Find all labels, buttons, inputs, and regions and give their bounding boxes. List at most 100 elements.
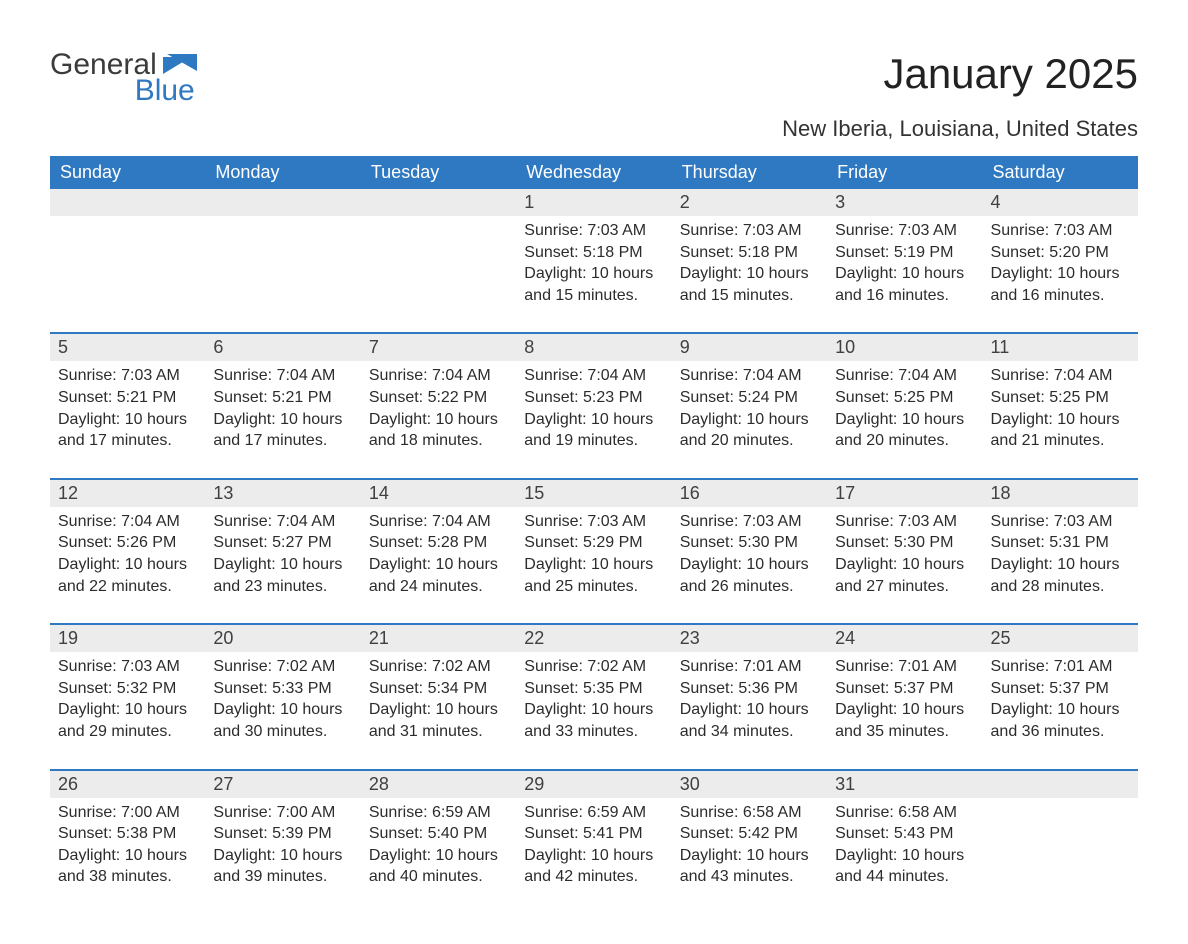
sunset-line-label: Sunset: bbox=[835, 680, 889, 697]
day-number: 13 bbox=[205, 480, 360, 507]
sunrise-line-label: Sunrise: bbox=[680, 513, 739, 530]
daylight-line-label: Daylight: bbox=[213, 411, 275, 428]
day-sun-info: Sunrise: 7:03 AMSunset: 5:30 PMDaylight:… bbox=[827, 507, 982, 597]
sunrise-line-label: Sunrise: bbox=[680, 367, 739, 384]
day-number: . bbox=[983, 771, 1138, 798]
daylight-line: Daylight: 10 hours and 20 minutes. bbox=[680, 409, 819, 452]
calendar-day-cell: 17Sunrise: 7:03 AMSunset: 5:30 PMDayligh… bbox=[827, 479, 982, 624]
daylight-line-label: Daylight: bbox=[58, 847, 120, 864]
sunset-line-value: 5:39 PM bbox=[272, 825, 332, 842]
day-number: 26 bbox=[50, 771, 205, 798]
sunrise-line: Sunrise: 6:58 AM bbox=[680, 802, 819, 824]
sunset-line: Sunset: 5:40 PM bbox=[369, 823, 508, 845]
sunrise-line-label: Sunrise: bbox=[835, 804, 894, 821]
sunset-line: Sunset: 5:27 PM bbox=[213, 532, 352, 554]
sunrise-line-value: 7:03 AM bbox=[898, 513, 957, 530]
calendar-body: ...1Sunrise: 7:03 AMSunset: 5:18 PMDayli… bbox=[50, 189, 1138, 914]
sunset-line: Sunset: 5:42 PM bbox=[680, 823, 819, 845]
daylight-line-label: Daylight: bbox=[680, 556, 742, 573]
daylight-line: Daylight: 10 hours and 26 minutes. bbox=[680, 554, 819, 597]
daylight-line: Daylight: 10 hours and 23 minutes. bbox=[213, 554, 352, 597]
sunset-line-label: Sunset: bbox=[680, 389, 734, 406]
sunrise-line-label: Sunrise: bbox=[369, 804, 428, 821]
day-sun-info: Sunrise: 7:03 AMSunset: 5:18 PMDaylight:… bbox=[516, 216, 671, 306]
daylight-line-label: Daylight: bbox=[213, 847, 275, 864]
daylight-line: Daylight: 10 hours and 15 minutes. bbox=[680, 263, 819, 306]
calendar-day-cell: 18Sunrise: 7:03 AMSunset: 5:31 PMDayligh… bbox=[983, 479, 1138, 624]
day-number: 1 bbox=[516, 189, 671, 216]
daylight-line-label: Daylight: bbox=[524, 701, 586, 718]
day-sun-info: Sunrise: 7:04 AMSunset: 5:25 PMDaylight:… bbox=[827, 361, 982, 451]
day-number: 4 bbox=[983, 189, 1138, 216]
sunset-line-value: 5:35 PM bbox=[583, 680, 643, 697]
day-number: 25 bbox=[983, 625, 1138, 652]
day-number: 11 bbox=[983, 334, 1138, 361]
sunset-line-label: Sunset: bbox=[213, 534, 267, 551]
daylight-line: Daylight: 10 hours and 20 minutes. bbox=[835, 409, 974, 452]
sunset-line: Sunset: 5:30 PM bbox=[835, 532, 974, 554]
daylight-line: Daylight: 10 hours and 39 minutes. bbox=[213, 845, 352, 888]
sunset-line-label: Sunset: bbox=[991, 534, 1045, 551]
sunrise-line: Sunrise: 7:03 AM bbox=[680, 220, 819, 242]
calendar-day-cell: 15Sunrise: 7:03 AMSunset: 5:29 PMDayligh… bbox=[516, 479, 671, 624]
daylight-line-label: Daylight: bbox=[369, 556, 431, 573]
calendar-day-cell: 27Sunrise: 7:00 AMSunset: 5:39 PMDayligh… bbox=[205, 770, 360, 914]
sunrise-line-label: Sunrise: bbox=[213, 804, 272, 821]
sunset-line-label: Sunset: bbox=[369, 534, 423, 551]
day-number: 2 bbox=[672, 189, 827, 216]
day-sun-info: Sunrise: 7:04 AMSunset: 5:21 PMDaylight:… bbox=[205, 361, 360, 451]
sunset-line: Sunset: 5:30 PM bbox=[680, 532, 819, 554]
sunset-line-label: Sunset: bbox=[991, 244, 1045, 261]
sunset-line-label: Sunset: bbox=[680, 680, 734, 697]
brand-word-blue: Blue bbox=[135, 76, 195, 106]
weekday-header: Sunday bbox=[50, 156, 205, 189]
daylight-line-label: Daylight: bbox=[835, 411, 897, 428]
calendar-day-cell: . bbox=[361, 189, 516, 333]
sunset-line: Sunset: 5:43 PM bbox=[835, 823, 974, 845]
sunset-line-value: 5:23 PM bbox=[583, 389, 643, 406]
sunrise-line-value: 7:04 AM bbox=[587, 367, 646, 384]
sunrise-line-label: Sunrise: bbox=[991, 222, 1050, 239]
sunset-line-value: 5:38 PM bbox=[117, 825, 177, 842]
sunrise-line-value: 7:00 AM bbox=[277, 804, 336, 821]
calendar-day-cell: 2Sunrise: 7:03 AMSunset: 5:18 PMDaylight… bbox=[672, 189, 827, 333]
sunset-line: Sunset: 5:26 PM bbox=[58, 532, 197, 554]
sunrise-line-label: Sunrise: bbox=[991, 513, 1050, 530]
sunset-line: Sunset: 5:28 PM bbox=[369, 532, 508, 554]
calendar-day-cell: 4Sunrise: 7:03 AMSunset: 5:20 PMDaylight… bbox=[983, 189, 1138, 333]
sunrise-line-label: Sunrise: bbox=[524, 513, 583, 530]
sunset-line-value: 5:36 PM bbox=[738, 680, 798, 697]
sunrise-line-value: 7:03 AM bbox=[1054, 513, 1113, 530]
sunset-line-value: 5:25 PM bbox=[1049, 389, 1109, 406]
day-number: 24 bbox=[827, 625, 982, 652]
daylight-line-label: Daylight: bbox=[524, 411, 586, 428]
sunset-line-value: 5:25 PM bbox=[894, 389, 954, 406]
day-sun-info: Sunrise: 7:04 AMSunset: 5:26 PMDaylight:… bbox=[50, 507, 205, 597]
sunrise-line-value: 7:01 AM bbox=[898, 658, 957, 675]
sunrise-line-label: Sunrise: bbox=[369, 513, 428, 530]
day-sun-info: Sunrise: 7:04 AMSunset: 5:23 PMDaylight:… bbox=[516, 361, 671, 451]
calendar-day-cell: 22Sunrise: 7:02 AMSunset: 5:35 PMDayligh… bbox=[516, 624, 671, 769]
sunrise-line: Sunrise: 7:01 AM bbox=[991, 656, 1130, 678]
daylight-line: Daylight: 10 hours and 17 minutes. bbox=[58, 409, 197, 452]
sunset-line-label: Sunset: bbox=[524, 680, 578, 697]
weekday-header: Friday bbox=[827, 156, 982, 189]
sunrise-line-label: Sunrise: bbox=[835, 513, 894, 530]
sunset-line: Sunset: 5:25 PM bbox=[991, 387, 1130, 409]
sunset-line-label: Sunset: bbox=[213, 825, 267, 842]
calendar-week: ...1Sunrise: 7:03 AMSunset: 5:18 PMDayli… bbox=[50, 189, 1138, 333]
sunrise-line-value: 7:03 AM bbox=[587, 222, 646, 239]
calendar-day-cell: 5Sunrise: 7:03 AMSunset: 5:21 PMDaylight… bbox=[50, 333, 205, 478]
daylight-line-label: Daylight: bbox=[213, 701, 275, 718]
sunrise-line-value: 7:01 AM bbox=[743, 658, 802, 675]
day-number: 9 bbox=[672, 334, 827, 361]
sunrise-line: Sunrise: 7:03 AM bbox=[58, 656, 197, 678]
sunrise-line-label: Sunrise: bbox=[58, 804, 117, 821]
sunset-line-label: Sunset: bbox=[991, 389, 1045, 406]
calendar-day-cell: . bbox=[983, 770, 1138, 914]
sunrise-line: Sunrise: 7:04 AM bbox=[835, 365, 974, 387]
sunset-line: Sunset: 5:33 PM bbox=[213, 678, 352, 700]
sunset-line-value: 5:33 PM bbox=[272, 680, 332, 697]
sunset-line-value: 5:37 PM bbox=[894, 680, 954, 697]
daylight-line-label: Daylight: bbox=[680, 701, 742, 718]
